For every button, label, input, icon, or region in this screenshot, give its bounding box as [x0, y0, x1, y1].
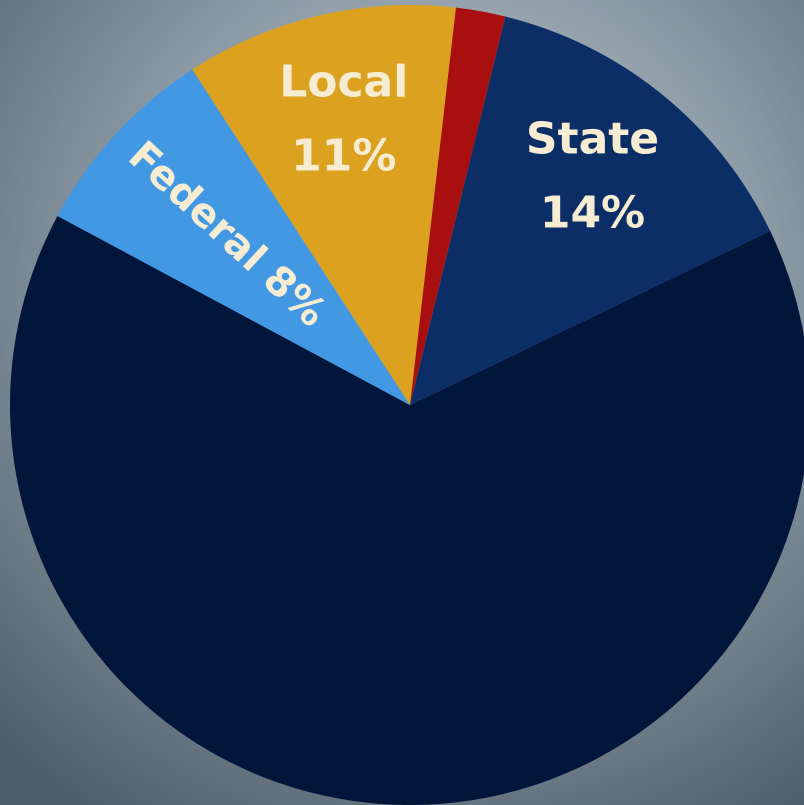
pie-slice [410, 16, 771, 405]
pie-slice [57, 69, 411, 406]
pie-slice [192, 4, 456, 405]
value-label: 14% [540, 188, 645, 239]
value-label: 11% [291, 131, 396, 182]
pie-slice [410, 7, 506, 406]
pie-slice [10, 215, 804, 805]
category-label: Local [279, 57, 408, 108]
category-label: State [526, 114, 659, 165]
